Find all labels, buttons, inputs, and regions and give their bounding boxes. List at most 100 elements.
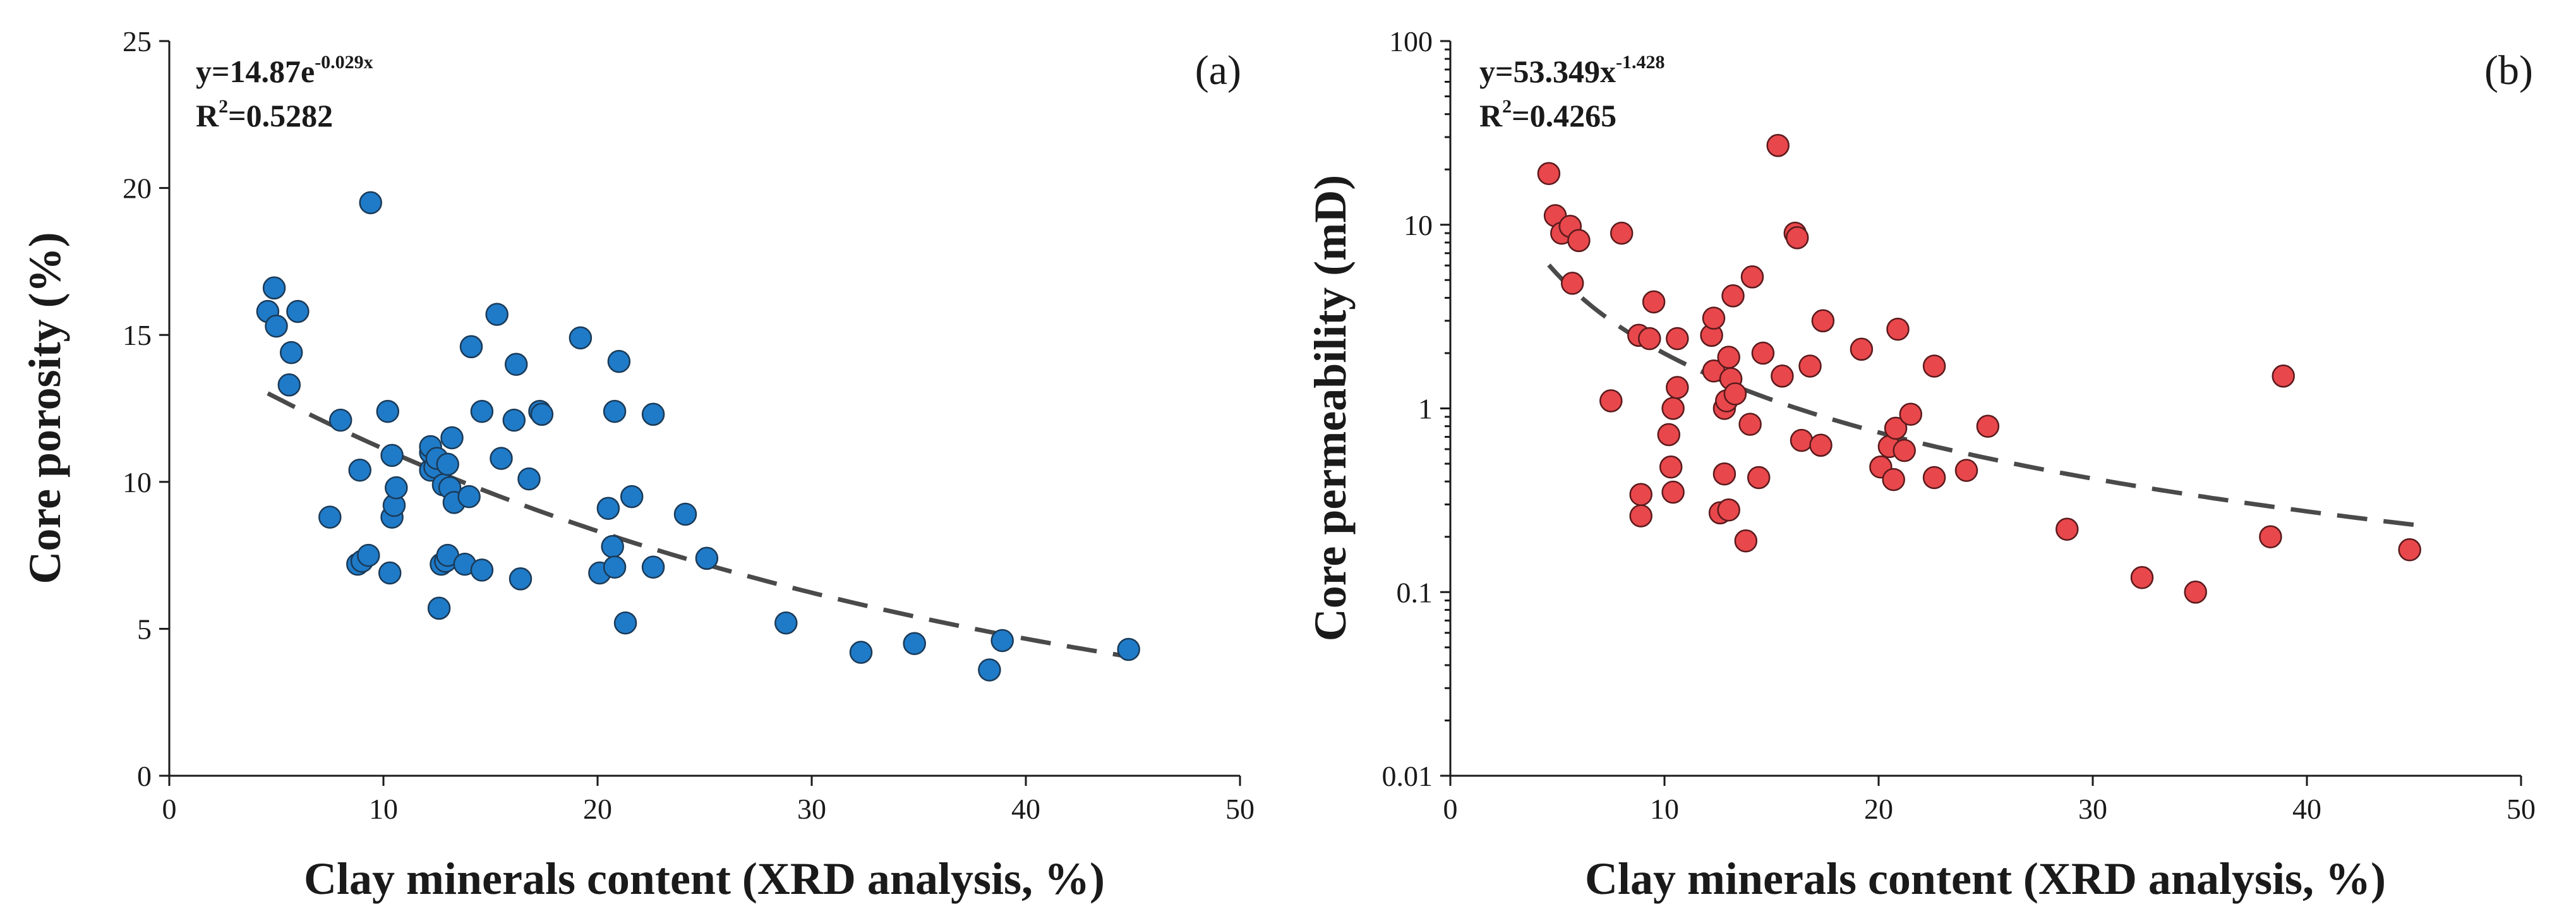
porosity-x-tick-label: 30 [797, 793, 826, 825]
permeability-data-point [1666, 376, 1689, 399]
permeability-y-axis-title: Core permeability (mD) [1305, 175, 1356, 641]
porosity-data-point [357, 543, 380, 567]
porosity-data-point [673, 502, 697, 526]
porosity-data-point [348, 458, 371, 482]
porosity-y-axis-title: Core porosity (%) [20, 232, 70, 584]
porosity-data-point [903, 632, 926, 655]
porosity-x-tick-label: 20 [583, 793, 612, 825]
porosity-y-tick-label: 5 [137, 613, 152, 645]
permeability-trendline [1547, 263, 2414, 527]
porosity-x-tick-label: 50 [1225, 793, 1255, 825]
porosity-data-point [436, 452, 459, 476]
permeability-data-point [1771, 365, 1794, 388]
permeability-data-point [1747, 466, 1771, 490]
permeability-data-point [1785, 226, 1809, 250]
permeability-x-tick-label: 30 [2078, 793, 2107, 825]
permeability-y-tick-label: 100 [1389, 25, 1433, 57]
porosity-x-tick-label: 40 [1011, 793, 1040, 825]
permeability-x-axis-title: Clay minerals content (XRD analysis, %) [1585, 853, 2386, 904]
porosity-data-point [601, 534, 624, 558]
permeability-data-point [1717, 346, 1740, 369]
permeability-data-point [1798, 354, 1822, 378]
permeability-data-point [1738, 413, 1762, 436]
permeability-data-point [1899, 402, 1923, 426]
permeability-x-tick-label: 10 [1650, 793, 1679, 825]
permeability-data-point [2184, 581, 2207, 604]
porosity-data-point [774, 611, 798, 635]
porosity-data-point [695, 546, 719, 570]
permeability-y-tick-label: 10 [1404, 209, 1433, 241]
permeability-data-point [1922, 466, 1946, 490]
porosity-equation: y=14.87e-0.029x [196, 52, 373, 89]
porosity-data-point [279, 340, 303, 365]
permeability-data-point [1702, 306, 1726, 330]
porosity-data-point [470, 399, 494, 423]
permeability-x-tick-label: 0 [1443, 793, 1458, 825]
porosity-y-tick-label: 15 [123, 319, 152, 351]
permeability-data-point [1723, 382, 1747, 406]
permeability-data-point [1567, 229, 1591, 253]
porosity-data-point [530, 402, 554, 426]
porosity-data-point [328, 408, 352, 432]
porosity-data-point [378, 561, 402, 585]
permeability-data-point [1717, 498, 1740, 522]
permeability-data-point [2130, 565, 2154, 589]
porosity-data-point [490, 447, 513, 470]
porosity-data-point [849, 641, 873, 664]
permeability-data-point [2398, 538, 2421, 562]
permeability-data-point [1884, 416, 1908, 440]
porosity-data-point [603, 399, 627, 423]
porosity-data-point [603, 555, 627, 579]
porosity-data-point [457, 485, 481, 509]
porosity-data-point [277, 373, 301, 397]
permeability-data-point [1629, 504, 1652, 527]
permeability-data-point [1661, 397, 1685, 420]
permeability-data-point [1661, 480, 1685, 504]
porosity-data-point [620, 485, 644, 509]
porosity-data-point [485, 303, 509, 326]
permeability-data-point [1599, 389, 1623, 413]
permeability-data-point [1790, 428, 1814, 452]
porosity-data-point [440, 426, 464, 450]
porosity-data-point [265, 314, 288, 338]
permeability-data-point [1766, 134, 1790, 157]
porosity-trendline [267, 391, 1134, 660]
permeability-data-point [1666, 327, 1689, 351]
permeability-data-point [1560, 272, 1584, 295]
porosity-r-squared: R2=0.5282 [196, 96, 333, 133]
permeability-panel-label: (b) [2484, 47, 2533, 93]
permeability-data-point [1659, 455, 1683, 479]
permeability-x-tick-label: 50 [2507, 793, 2536, 825]
permeability-data-point [1811, 309, 1835, 333]
porosity-data-point [470, 558, 494, 582]
porosity-data-point [502, 408, 526, 432]
permeability-data-point [1882, 467, 1905, 491]
permeability-data-point [1922, 354, 1946, 378]
porosity-panel: 0 10 20 30 40 50 0 5 10 15 20 25 y=14.87e-0.029x R… [20, 25, 1255, 904]
porosity-x-tick-label: 0 [162, 793, 177, 825]
porosity-x-tick-label: 10 [369, 793, 398, 825]
porosity-axes-frame [168, 41, 1240, 777]
porosity-data-point [459, 335, 483, 359]
permeability-data-point [1712, 462, 1736, 486]
permeability-data-point [1638, 327, 1661, 351]
permeability-data-point [2055, 517, 2079, 541]
permeability-data-point [1850, 337, 1874, 361]
porosity-y-tick-label: 10 [123, 466, 152, 498]
porosity-data-point [641, 402, 665, 426]
permeability-x-tick-label: 40 [2292, 793, 2321, 825]
porosity-data-point [990, 629, 1014, 653]
permeability-data-point [1537, 162, 1561, 185]
permeability-data-point [1976, 414, 2000, 438]
permeability-data-point [1610, 221, 1634, 245]
permeability-data-point [1721, 284, 1745, 308]
permeability-y-tick-label: 1 [1418, 393, 1433, 425]
permeability-data-point [1751, 341, 1775, 365]
permeability-data-point [1642, 290, 1666, 314]
permeability-data-point [1629, 483, 1652, 506]
porosity-data-point [504, 353, 528, 376]
porosity-data-point [509, 567, 533, 591]
permeability-data-point [1893, 438, 1916, 462]
porosity-data-point [376, 399, 400, 423]
